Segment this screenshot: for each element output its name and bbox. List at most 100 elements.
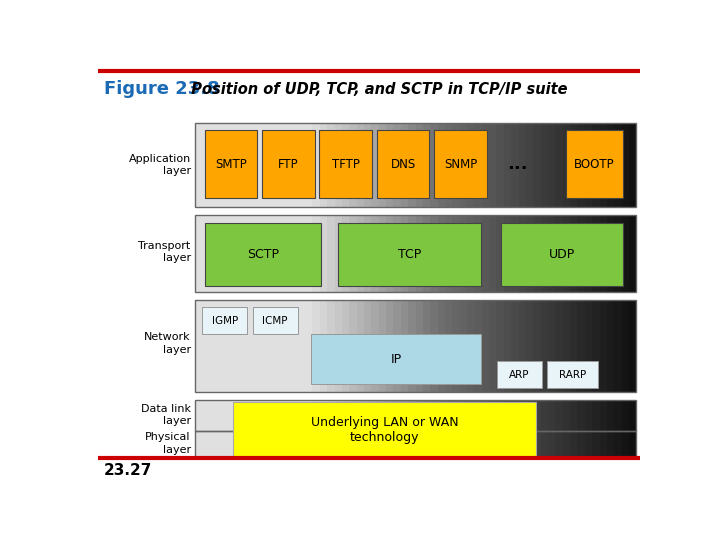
Bar — [555, 215, 563, 292]
Bar — [555, 123, 563, 207]
Bar — [497, 123, 504, 207]
Bar — [577, 123, 585, 207]
Bar — [261, 123, 269, 207]
Bar — [629, 400, 636, 430]
Bar — [431, 300, 438, 392]
Bar — [349, 123, 357, 207]
Bar — [452, 123, 460, 207]
Bar — [253, 307, 297, 334]
Bar — [379, 215, 387, 292]
Bar — [401, 123, 408, 207]
Bar — [548, 300, 556, 392]
Bar — [386, 400, 394, 430]
Bar — [489, 123, 497, 207]
Bar — [600, 215, 607, 292]
Bar — [474, 300, 482, 392]
Bar — [600, 123, 607, 207]
Bar — [467, 300, 474, 392]
Bar — [320, 300, 328, 392]
Bar — [548, 430, 556, 457]
Bar — [253, 123, 261, 207]
Bar — [202, 400, 210, 430]
Bar — [393, 123, 401, 207]
Bar — [474, 430, 482, 457]
Bar — [224, 215, 232, 292]
Bar — [401, 430, 408, 457]
Bar — [204, 222, 321, 286]
Bar — [459, 215, 467, 292]
Bar — [408, 400, 416, 430]
Bar — [372, 400, 379, 430]
Bar — [283, 300, 291, 392]
Bar — [210, 300, 217, 392]
Bar — [356, 123, 364, 207]
Bar — [489, 300, 497, 392]
Bar — [364, 400, 372, 430]
Bar — [327, 300, 335, 392]
Bar — [386, 300, 394, 392]
Bar — [364, 215, 372, 292]
Bar — [356, 300, 364, 392]
Bar — [621, 215, 629, 292]
Bar — [452, 300, 460, 392]
Bar — [467, 215, 474, 292]
Bar — [431, 430, 438, 457]
Bar — [511, 123, 519, 207]
Bar — [290, 215, 298, 292]
Bar — [356, 400, 364, 430]
Bar — [467, 430, 474, 457]
Bar — [526, 300, 534, 392]
Bar — [607, 123, 615, 207]
Bar — [194, 300, 636, 392]
Bar — [438, 430, 446, 457]
Bar — [423, 430, 431, 457]
Bar — [445, 123, 453, 207]
Bar — [246, 215, 254, 292]
Bar — [607, 430, 615, 457]
Text: TFTP: TFTP — [332, 158, 360, 171]
Bar — [577, 215, 585, 292]
Bar — [349, 430, 357, 457]
Bar — [518, 430, 526, 457]
Bar — [570, 400, 578, 430]
Bar — [474, 400, 482, 430]
Bar — [276, 300, 284, 392]
Bar — [335, 123, 342, 207]
Bar — [305, 300, 312, 392]
Bar — [518, 215, 526, 292]
Bar — [434, 130, 487, 198]
Bar — [577, 400, 585, 430]
Text: Transport
layer: Transport layer — [138, 241, 191, 263]
Bar — [194, 123, 636, 207]
Bar — [489, 430, 497, 457]
Bar — [541, 123, 549, 207]
Bar — [269, 300, 276, 392]
Bar — [534, 300, 541, 392]
Bar — [541, 430, 549, 457]
Bar — [570, 430, 578, 457]
Bar — [504, 400, 512, 430]
Bar — [541, 215, 549, 292]
Bar — [224, 123, 232, 207]
Bar — [312, 300, 320, 392]
Bar — [607, 400, 615, 430]
Bar — [526, 123, 534, 207]
Bar — [585, 300, 593, 392]
Bar — [386, 215, 394, 292]
Text: Figure 23.8: Figure 23.8 — [104, 80, 220, 98]
Bar — [239, 215, 246, 292]
Bar — [593, 123, 600, 207]
Bar — [246, 300, 254, 392]
Bar — [593, 430, 600, 457]
Bar — [327, 430, 335, 457]
Bar — [459, 300, 467, 392]
Bar — [194, 430, 636, 457]
Bar — [497, 361, 542, 388]
Bar — [621, 430, 629, 457]
Text: IGMP: IGMP — [212, 316, 238, 326]
Bar — [379, 400, 387, 430]
Bar — [415, 123, 423, 207]
Bar — [629, 300, 636, 392]
Bar — [372, 215, 379, 292]
Bar — [305, 400, 312, 430]
